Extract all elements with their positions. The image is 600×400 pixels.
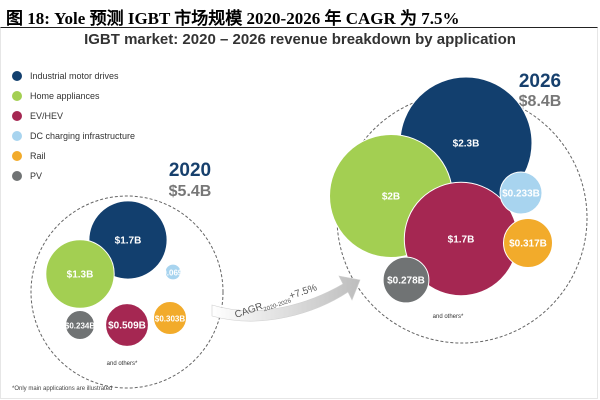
legend-label: Home appliances (30, 91, 100, 101)
bubble-label: $2B (382, 192, 400, 203)
bubble-label: $1.7B (115, 236, 142, 247)
bubble-label: $0.233B (502, 189, 540, 200)
year-2026: 2026 (519, 71, 561, 92)
bubble-label: $0.278B (387, 276, 425, 287)
chart-title: IGBT market: 2020 – 2026 revenue breakdo… (84, 31, 516, 48)
bubble-label: $0.234B (65, 322, 95, 331)
group-outline-2020 (30, 195, 224, 389)
bubble-label: $0.317B (509, 239, 547, 250)
bubble-2026-rail (503, 218, 553, 268)
bubble-label: $0.509B (108, 321, 146, 332)
legend-swatch (12, 171, 22, 181)
chart-frame (0, 27, 598, 399)
footnote: *Only main applications are illustrated (12, 386, 113, 392)
total-2020: $5.4B (169, 183, 212, 200)
bubble-2020-home-appliances (45, 239, 115, 309)
bubbles-layer: $1.7B $1.3B $0.509B $0.069B $0.303B $0.234B $2… (45, 76, 553, 347)
legend-item: Home appliances (12, 86, 135, 106)
legend-item: DC charging infrastructure (12, 126, 135, 146)
others-note-2026: and others* (433, 314, 464, 320)
legend-item: PV (12, 166, 135, 186)
legend-swatch (12, 111, 22, 121)
cagr-arrow (211, 275, 361, 322)
legend: Industrial motor drives Home appliances … (12, 66, 135, 186)
bubble-label: $1.3B (67, 270, 94, 281)
legend-item: EV/HEV (12, 106, 135, 126)
legend-swatch (12, 131, 22, 141)
legend-label: EV/HEV (30, 111, 64, 121)
legend-swatch (12, 91, 22, 101)
bubble-2020-rail (153, 301, 187, 335)
others-note-2020: and others* (107, 361, 138, 367)
legend-swatch (12, 71, 22, 81)
bubble-2026-pv (382, 256, 430, 304)
legend-label: Industrial motor drives (30, 71, 119, 81)
legend-label: DC charging infrastructure (30, 131, 136, 141)
legend-label: Rail (30, 151, 46, 161)
figure-caption: 图 18: Yole 预测 IGBT 市场规模 2020-2026 年 CAGR… (6, 9, 460, 28)
legend-label: PV (30, 171, 43, 181)
bubble-2020-ev-hev (105, 303, 149, 347)
bubble-label: $0.303B (155, 315, 185, 324)
bubble-2020-dc-charging-infrastructure (164, 263, 182, 281)
legend-item: Rail (12, 146, 135, 166)
legend-swatch (12, 151, 22, 161)
legend-item: Industrial motor drives (12, 66, 135, 86)
bubble-label: $0.069B (158, 269, 188, 278)
year-2020: 2020 (169, 160, 211, 181)
bubble-2026-dc-charging-infrastructure (499, 171, 543, 215)
bubble-2020-pv (65, 310, 95, 340)
bubble-label: $2.3B (453, 139, 480, 150)
bubble-label: $1.7B (448, 235, 475, 246)
total-2026: $8.4B (519, 93, 562, 110)
